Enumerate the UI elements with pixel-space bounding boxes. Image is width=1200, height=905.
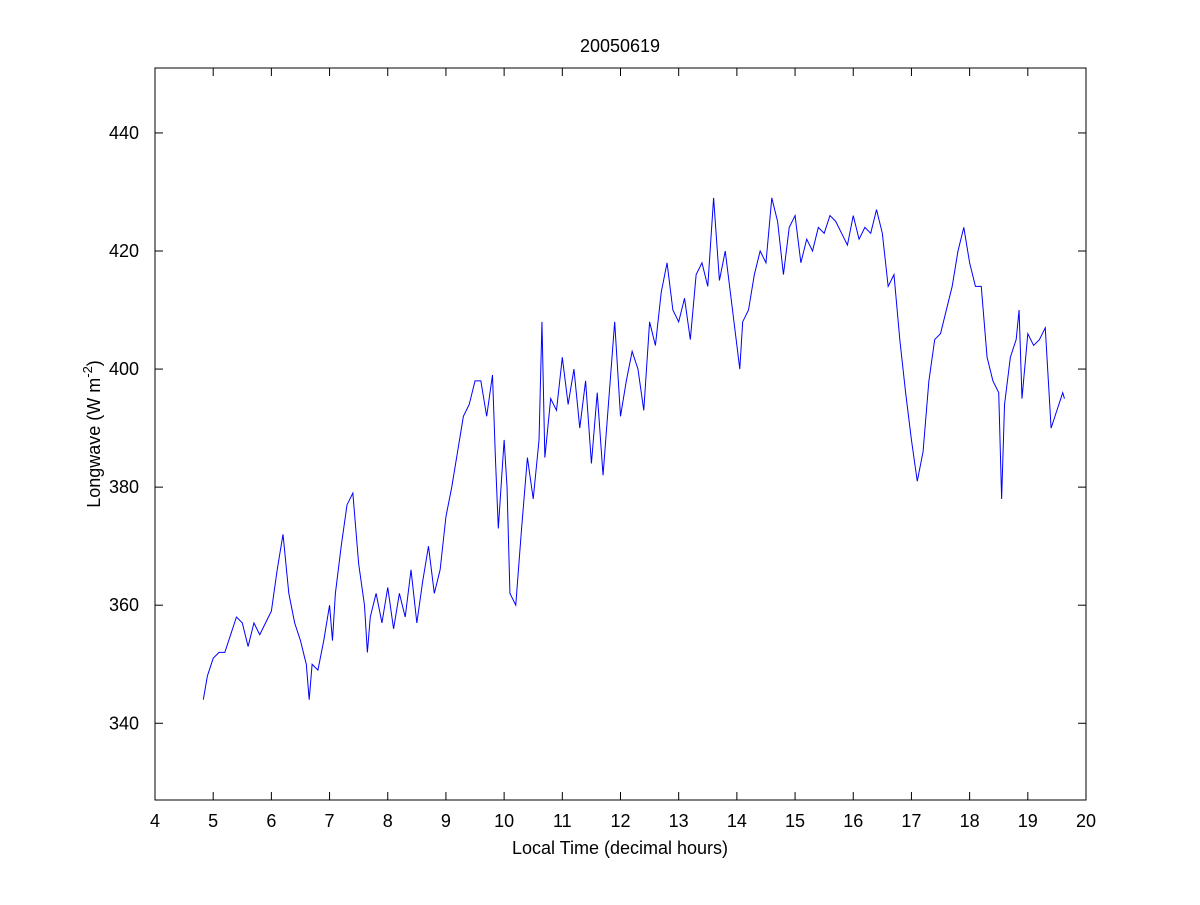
- y-axis-label-text: Longwave (W m: [84, 378, 104, 508]
- x-tick-label: 18: [960, 811, 980, 831]
- x-tick-label: 7: [325, 811, 335, 831]
- x-tick-label: 20: [1076, 811, 1096, 831]
- x-tick-label: 10: [494, 811, 514, 831]
- x-tick-label: 17: [901, 811, 921, 831]
- chart-title: 20050619: [580, 36, 660, 56]
- y-tick-label: 400: [109, 359, 139, 379]
- x-tick-label: 12: [610, 811, 630, 831]
- x-tick-label: 16: [843, 811, 863, 831]
- x-tick-label: 6: [266, 811, 276, 831]
- x-tick-label: 5: [208, 811, 218, 831]
- y-axis-label-close: ): [84, 360, 104, 366]
- x-tick-label: 14: [727, 811, 747, 831]
- x-tick-label: 15: [785, 811, 805, 831]
- x-tick-label: 9: [441, 811, 451, 831]
- y-tick-label: 360: [109, 595, 139, 615]
- y-tick-label: 420: [109, 241, 139, 261]
- x-tick-label: 19: [1018, 811, 1038, 831]
- plot-frame: [154, 67, 1087, 801]
- y-axis-label-sup: -2: [80, 366, 95, 378]
- x-tick-label: 8: [383, 811, 393, 831]
- y-tick-label: 440: [109, 123, 139, 143]
- x-tick-label: 4: [150, 811, 160, 831]
- x-tick-label: 13: [669, 811, 689, 831]
- x-tick-label: 11: [553, 811, 572, 831]
- y-axis-label: Longwave (W m-2): [80, 360, 104, 508]
- data-line: [202, 197, 1065, 700]
- y-tick-label: 380: [109, 477, 139, 497]
- x-axis-label: Local Time (decimal hours): [512, 838, 728, 858]
- y-tick-label: 340: [109, 713, 139, 733]
